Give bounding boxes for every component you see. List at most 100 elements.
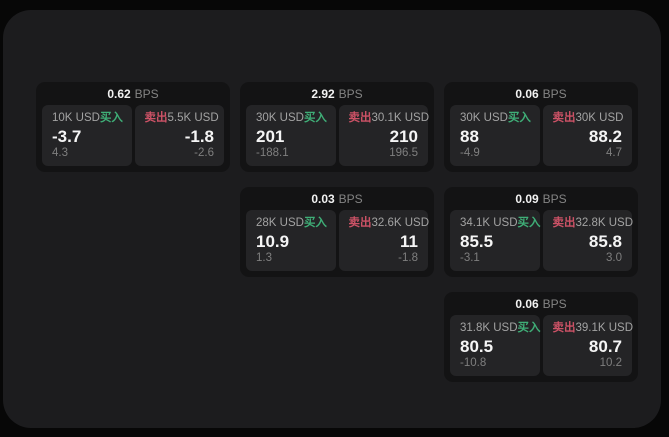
side-panels: 28K USD 买入 10.9 1.3 卖出 32.6K USD 11 -1.8 [246,210,430,271]
sell-price: 85.8 [588,231,622,251]
buy-delta: -4.9 [460,146,480,159]
side-panels: 30K USD 买入 88 -4.9 卖出 30K USD 88.2 4.7 [450,105,632,166]
card-header: 0.62 BPS [42,82,224,105]
buy-price: 85.5 [460,231,494,251]
card-header: 0.09 BPS [450,187,632,210]
sell-top-row: 卖出 32.6K USD [348,217,430,230]
sell-panel[interactable]: 卖出 39.1K USD 80.7 10.2 [542,315,634,376]
sell-amount: 5.5K USD [167,112,219,124]
sell-amount: 32.8K USD [575,217,634,229]
buy-price: 80.5 [460,336,494,356]
buy-top-row: 28K USD 买入 [256,217,327,230]
buy-panel[interactable]: 30K USD 买入 201 -188.1 [246,105,336,166]
bps-spread-value: 0.62 [107,86,131,101]
sell-panel[interactable]: 卖出 32.8K USD 85.8 3.0 [542,210,634,271]
app-panel: 0.62 BPS 10K USD 买入 -3.7 4.3 卖出 5.5K USD… [3,10,661,428]
side-panels: 30K USD 买入 201 -188.1 卖出 30.1K USD 210 1… [246,105,430,166]
sell-top-row: 卖出 39.1K USD [552,322,634,335]
buy-amount: 30K USD [256,112,304,124]
sell-price: -1.8 [184,126,214,146]
sell-panel[interactable]: 卖出 5.5K USD -1.8 -2.6 [134,105,224,166]
buy-panel[interactable]: 31.8K USD 买入 80.5 -10.8 [450,315,541,376]
buy-label: 买入 [507,112,531,124]
bps-spread-value: 2.92 [311,86,335,101]
buy-price: 201 [256,126,285,146]
sell-delta: 4.7 [606,146,622,159]
sell-panel[interactable]: 卖出 30.1K USD 210 196.5 [338,105,430,166]
bps-spread-value: 0.06 [515,86,539,101]
card-header: 2.92 BPS [246,82,428,105]
quote-card: 2.92 BPS 30K USD 买入 201 -188.1 卖出 30.1K … [240,82,434,172]
buy-price: 88 [460,126,479,146]
sell-delta: 3.0 [606,251,622,264]
buy-amount: 10K USD [52,112,100,124]
sell-amount: 39.1K USD [575,322,634,334]
sell-label: 卖出 [552,217,576,229]
card-header: 0.03 BPS [246,187,428,210]
sell-price: 80.7 [588,336,622,356]
sell-top-row: 卖出 30K USD [552,112,624,125]
sell-top-row: 卖出 32.8K USD [552,217,634,230]
sell-price: 210 [389,126,418,146]
sell-delta: -2.6 [194,146,214,159]
quote-card: 0.03 BPS 28K USD 买入 10.9 1.3 卖出 32.6K US… [240,187,434,277]
buy-amount: 28K USD [256,217,304,229]
bps-unit-label: BPS [542,191,567,206]
sell-label: 卖出 [144,112,168,124]
sell-top-row: 卖出 5.5K USD [144,112,219,125]
sell-amount: 30K USD [575,112,624,124]
sell-delta: 10.2 [599,356,622,369]
buy-amount: 34.1K USD [460,217,518,229]
buy-delta: 4.3 [52,146,68,159]
buy-label: 买入 [99,112,123,124]
buy-top-row: 31.8K USD 买入 [460,322,541,335]
buy-amount: 31.8K USD [460,322,518,334]
sell-label: 卖出 [552,322,576,334]
sell-top-row: 卖出 30.1K USD [348,112,430,125]
buy-delta: 1.3 [256,251,272,264]
buy-delta: -10.8 [460,356,487,369]
buy-panel[interactable]: 28K USD 买入 10.9 1.3 [246,210,336,271]
buy-amount: 30K USD [460,112,508,124]
buy-delta: -188.1 [256,146,289,159]
buy-panel[interactable]: 10K USD 买入 -3.7 4.3 [42,105,132,166]
side-panels: 10K USD 买入 -3.7 4.3 卖出 5.5K USD -1.8 -2.… [42,105,224,166]
sell-label: 卖出 [348,217,372,229]
quote-card: 0.06 BPS 30K USD 买入 88 -4.9 卖出 30K USD 8… [444,82,638,172]
buy-panel[interactable]: 30K USD 买入 88 -4.9 [450,105,540,166]
buy-label: 买入 [517,322,541,334]
sell-amount: 32.6K USD [371,217,430,229]
sell-amount: 30.1K USD [371,112,430,124]
buy-top-row: 30K USD 买入 [460,112,531,125]
buy-top-row: 34.1K USD 买入 [460,217,541,230]
bps-spread-value: 0.09 [515,191,539,206]
bps-unit-label: BPS [338,86,363,101]
side-panels: 31.8K USD 买入 80.5 -10.8 卖出 39.1K USD 80.… [450,315,634,376]
buy-delta: -3.1 [460,251,480,264]
bps-spread-value: 0.06 [515,296,539,311]
sell-label: 卖出 [348,112,372,124]
buy-price: 10.9 [256,231,290,251]
sell-price: 11 [400,231,418,251]
quote-cards-grid: 0.62 BPS 10K USD 买入 -3.7 4.3 卖出 5.5K USD… [36,82,638,382]
quote-card: 0.06 BPS 31.8K USD 买入 80.5 -10.8 卖出 39.1… [444,292,638,382]
buy-panel[interactable]: 34.1K USD 买入 85.5 -3.1 [450,210,541,271]
buy-top-row: 10K USD 买入 [52,112,123,125]
sell-panel[interactable]: 卖出 30K USD 88.2 4.7 [542,105,632,166]
bps-spread-value: 0.03 [311,191,335,206]
card-header: 0.06 BPS [450,82,632,105]
sell-delta: 196.5 [389,146,418,159]
buy-top-row: 30K USD 买入 [256,112,327,125]
bps-unit-label: BPS [542,296,567,311]
side-panels: 34.1K USD 买入 85.5 -3.1 卖出 32.8K USD 85.8… [450,210,634,271]
buy-label: 买入 [517,217,541,229]
bps-unit-label: BPS [542,86,567,101]
quote-card: 0.09 BPS 34.1K USD 买入 85.5 -3.1 卖出 32.8K… [444,187,638,277]
sell-panel[interactable]: 卖出 32.6K USD 11 -1.8 [338,210,430,271]
sell-label: 卖出 [552,112,576,124]
buy-label: 买入 [303,217,327,229]
card-header: 0.06 BPS [450,292,632,315]
buy-label: 买入 [303,112,327,124]
bps-unit-label: BPS [338,191,363,206]
sell-price: 88.2 [588,126,622,146]
